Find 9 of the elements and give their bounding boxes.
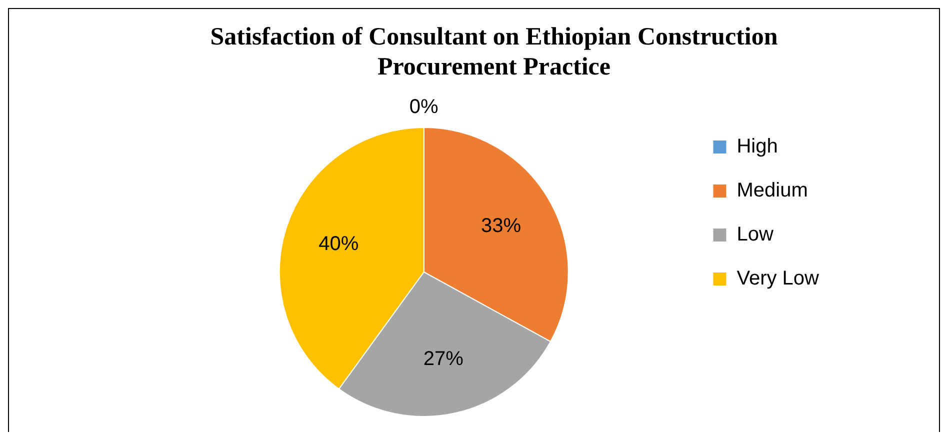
- legend-label: Very Low: [736, 268, 820, 290]
- text: 0%: [409, 96, 438, 118]
- legend-label: Low: [736, 224, 774, 246]
- legend-label: High: [736, 136, 778, 158]
- data-label: 40%: [318, 232, 359, 255]
- chart-title: Satisfaction of Consultant on Ethiopian Construction Procurement Practice: [210, 23, 778, 80]
- data-label: 27%: [423, 348, 464, 370]
- legend-label: Medium: [736, 180, 808, 202]
- data-label: 33%: [480, 214, 522, 237]
